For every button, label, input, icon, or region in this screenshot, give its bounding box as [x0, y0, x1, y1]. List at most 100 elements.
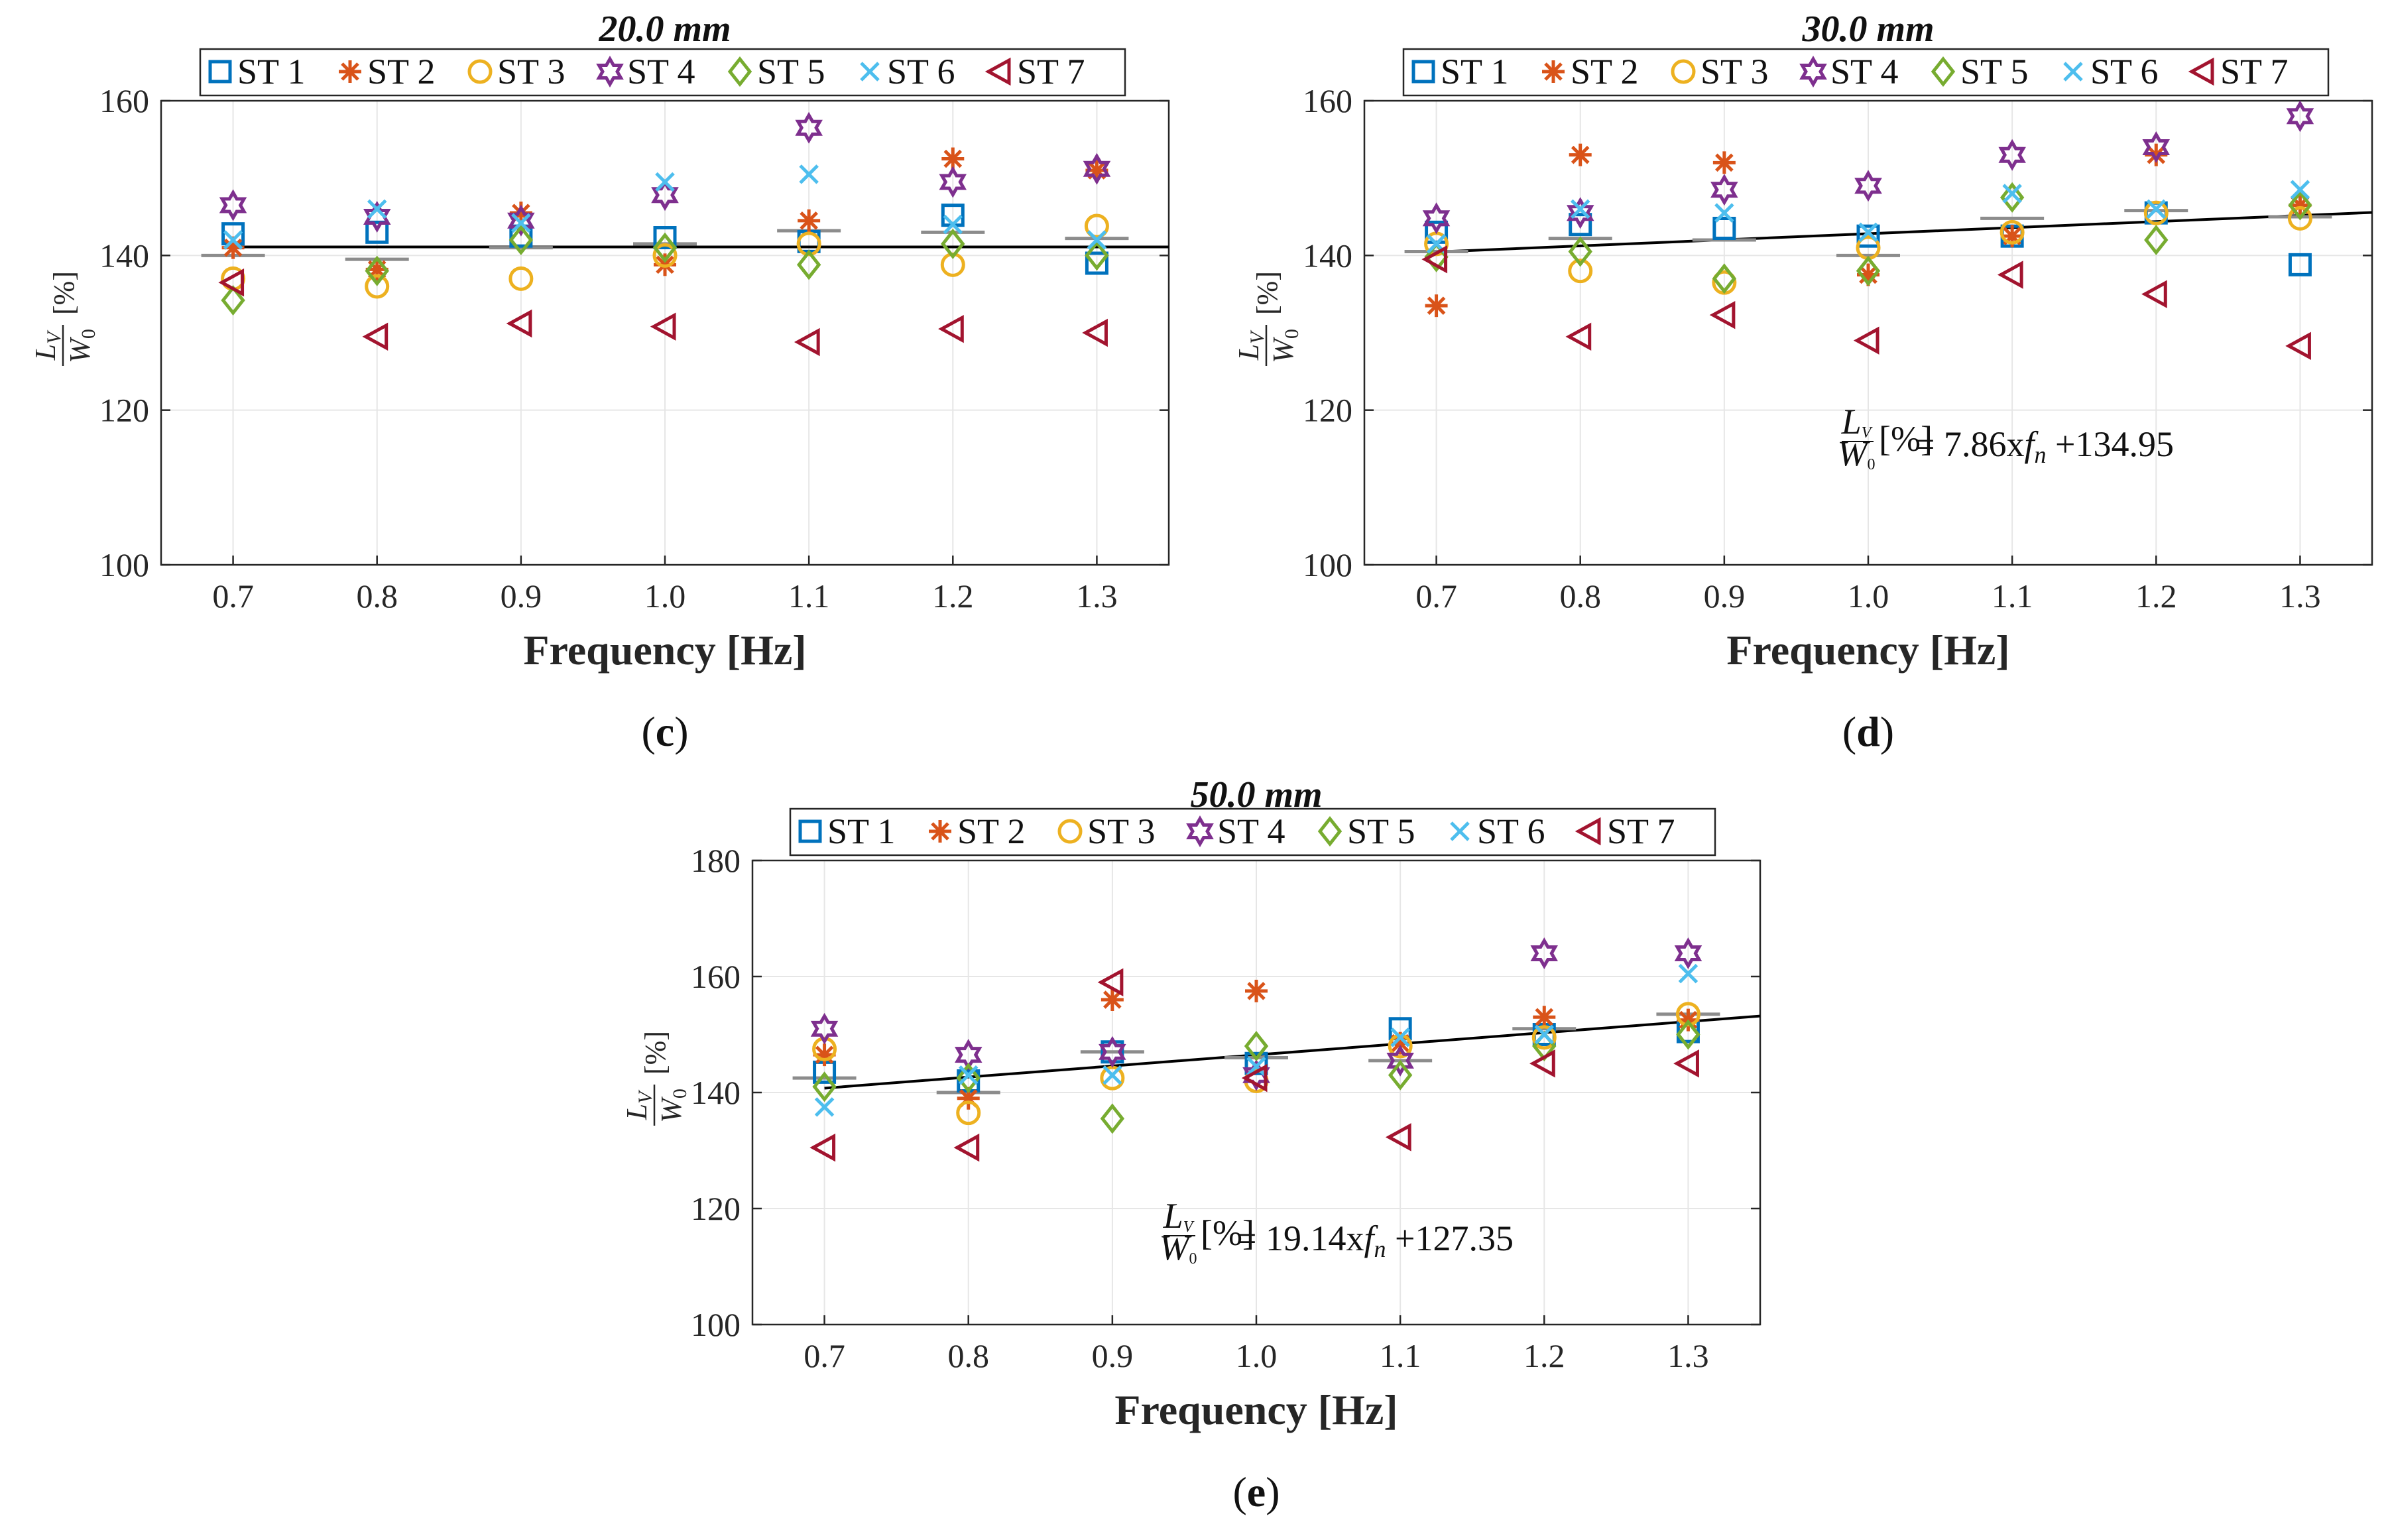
data-point: [1676, 1019, 1700, 1050]
data-point: [796, 249, 821, 280]
series-st-4: [219, 111, 1111, 237]
diamond-icon: [1931, 56, 1956, 88]
data-point: [367, 199, 387, 219]
series-st-7: [809, 968, 1699, 1162]
data-point: [2142, 131, 2170, 163]
data-point: [1998, 139, 2026, 171]
data-point: [795, 111, 823, 144]
data-point: [1568, 236, 1592, 267]
svg-text:LV: LV: [1232, 329, 1268, 361]
data-point: [1674, 937, 1702, 969]
cross-icon: [1450, 821, 1470, 841]
data-point: [1999, 182, 2025, 213]
chart-title: 30.0 mm: [1801, 9, 1934, 50]
data-point: [1245, 979, 1268, 1002]
hexagram-icon: [1799, 56, 1827, 88]
x-tick-label: 1.2: [1523, 1337, 1565, 1374]
x-tick-label: 0.9: [1704, 577, 1746, 615]
x-tick-label: 1.1: [1992, 577, 2033, 615]
data-point: [1085, 251, 1108, 275]
y-tick-label: 120: [99, 392, 149, 429]
data-point: [1085, 240, 1109, 271]
series-st-6: [1426, 180, 2310, 254]
svg-text:[%]: [%]: [1201, 1213, 1254, 1253]
diamond-icon: [1317, 815, 1342, 847]
data-point: [1082, 318, 1108, 347]
data-point: [1531, 1025, 1557, 1050]
legend-label: ST 5: [1347, 811, 1415, 851]
y-tick-label: 100: [99, 546, 149, 583]
data-point: [1710, 174, 1738, 206]
x-tick-label: 1.2: [2135, 577, 2177, 615]
data-point: [2288, 190, 2312, 221]
cross-icon: [860, 62, 880, 82]
chart-panel-d: 100 120 140 160 0.7 0.8 0.9 1.0 1.1 1.2 1.3 30.0 mm…: [1232, 9, 2373, 755]
data-point: [1421, 245, 1448, 274]
data-point: [1390, 1028, 1410, 1047]
data-point: [1675, 1002, 1700, 1027]
series-st-5: [1424, 182, 2312, 294]
chart-panel-c: 100 120 140 160 0.7 0.8 0.9 1.0 1.1 1.2 1.3 20.0 mm…: [29, 9, 1170, 755]
left-triangle-icon: [2188, 57, 2214, 86]
x-tick-label: 1.3: [1076, 577, 1118, 615]
x-axis-label: Frequency [Hz]: [523, 626, 806, 674]
data-point: [1673, 1049, 1699, 1078]
data-point: [958, 1065, 979, 1085]
data-point: [1714, 203, 1734, 223]
square-icon: [208, 60, 232, 84]
data-point: [943, 214, 963, 235]
data-point: [511, 213, 531, 233]
data-point: [362, 322, 388, 351]
data-point: [508, 266, 534, 291]
square-icon: [1411, 60, 1435, 84]
legend: ST 1 ST 2 ST 3 ST 4 ST 5 ST 6 ST 7: [1402, 48, 2330, 97]
x-tick-label: 1.3: [2279, 577, 2321, 615]
svg-text:= 7.86xfn +134.95: = 7.86xfn +134.95: [1915, 424, 2174, 468]
data-point: [653, 226, 677, 249]
legend: ST 1 ST 2 ST 3 ST 4 ST 5 ST 6 ST 7: [199, 48, 1126, 97]
svg-text:W0: W0: [64, 329, 99, 363]
data-point: [218, 268, 245, 297]
x-tick-label: 0.9: [501, 577, 542, 615]
y-tick-label: 180: [691, 842, 741, 879]
x-tick-label: 1.0: [1236, 1337, 1278, 1374]
data-point: [2287, 206, 2312, 231]
hexagram-icon: [596, 56, 624, 88]
data-point: [939, 166, 967, 198]
svg-text:[%]: [%]: [1879, 419, 1933, 459]
legend-label: ST 2: [367, 52, 436, 91]
data-point: [1997, 261, 2023, 289]
data-point: [1386, 1044, 1414, 1077]
svg-text:[%]: [%]: [639, 1031, 672, 1075]
square-icon: [208, 60, 232, 84]
data-point: [221, 284, 245, 316]
panel-caption: (d): [1842, 708, 1894, 755]
legend-label: ST 5: [1960, 52, 2029, 91]
data-point: [799, 164, 819, 184]
asterisk-icon: [929, 820, 951, 843]
series-st-4: [1422, 100, 2314, 235]
data-point: [809, 1133, 836, 1162]
legend-label: ST 3: [497, 52, 566, 91]
x-tick-label: 0.8: [356, 577, 398, 615]
y-tick-label: 140: [99, 237, 149, 274]
circle-icon: [1057, 819, 1083, 844]
data-point: [1999, 219, 2025, 245]
data-point: [1712, 151, 1736, 174]
y-tick-label: 140: [691, 1074, 741, 1111]
left-triangle-icon: [2188, 57, 2214, 86]
left-triangle-icon: [1575, 817, 1601, 846]
data-point: [365, 274, 390, 299]
data-point: [956, 1063, 981, 1094]
data-point: [651, 179, 679, 211]
square-icon: [798, 819, 822, 843]
hexagram-icon: [596, 56, 624, 88]
data-point: [1570, 199, 1590, 219]
data-point: [655, 172, 675, 192]
y-tick-label: 120: [1303, 392, 1352, 429]
y-tick-label: 100: [1303, 546, 1352, 583]
legend-label: ST 7: [1017, 52, 1085, 91]
data-point: [953, 1133, 980, 1162]
data-point: [938, 314, 964, 343]
